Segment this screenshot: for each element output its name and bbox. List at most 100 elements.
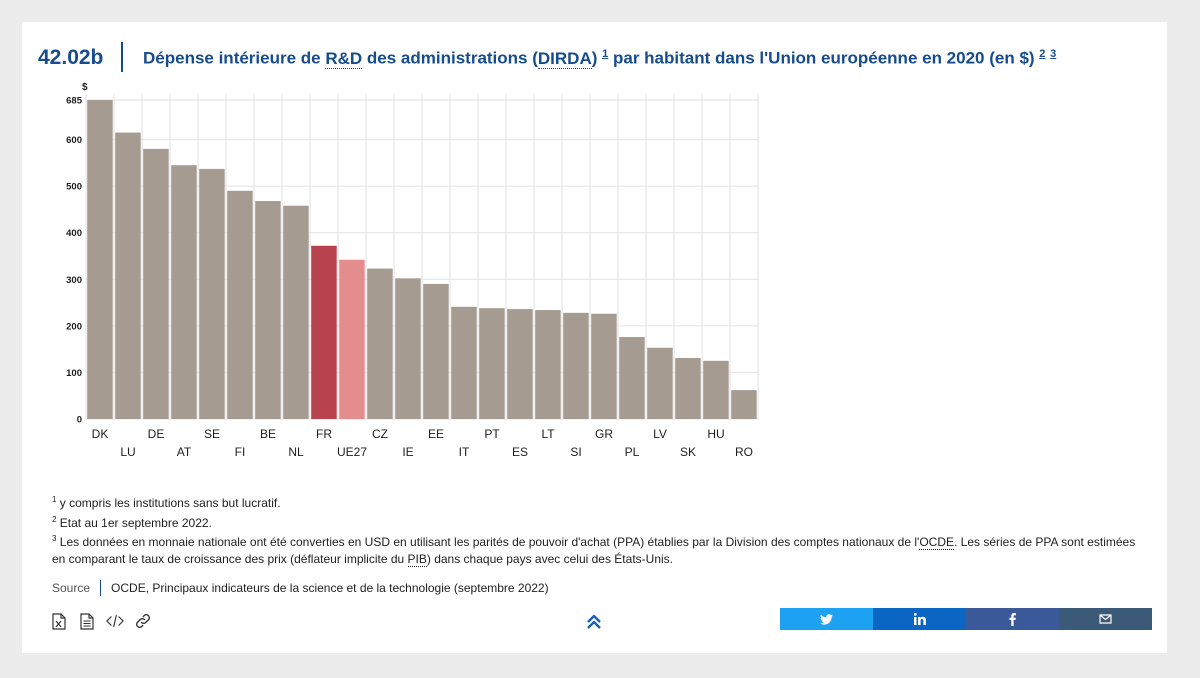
- x-axis-ticks: DK LU DE AT SE FI BE NL FR UE27 CZ IE EE IT PT ES LT SI GR…: [92, 427, 753, 459]
- x-tick-label: IE: [402, 445, 413, 459]
- title-footnote-link-3[interactable]: 3: [1050, 48, 1057, 60]
- x-tick-label: DE: [148, 427, 165, 441]
- embed-code-icon[interactable]: [106, 612, 124, 630]
- bar-fi[interactable]: [227, 190, 253, 419]
- bar-lv[interactable]: [647, 347, 673, 419]
- bar-lu[interactable]: [115, 132, 141, 419]
- footnote-3-marker: 3: [52, 534, 57, 543]
- y-tick-label: 300: [66, 275, 82, 286]
- footnote-3-text-c: ) dans chaque pays avec celui des États-…: [426, 551, 673, 566]
- excel-file-icon[interactable]: [50, 612, 68, 630]
- bar-hu[interactable]: [703, 360, 729, 419]
- title-text-2: des administrations (: [362, 48, 538, 68]
- share-twitter-button[interactable]: [780, 608, 873, 630]
- bar-se[interactable]: [199, 168, 225, 419]
- bar-de[interactable]: [143, 148, 169, 419]
- share-linkedin-button[interactable]: [873, 608, 966, 630]
- share-facebook-button[interactable]: [966, 608, 1059, 630]
- bar-cz[interactable]: [367, 268, 393, 419]
- bar-nl[interactable]: [283, 205, 309, 419]
- title-footnote-link-2[interactable]: 2: [1039, 48, 1046, 60]
- bar-at[interactable]: [171, 165, 197, 419]
- x-tick-label: PT: [484, 427, 500, 441]
- share-buttons: [780, 608, 1152, 630]
- x-tick-label: NL: [288, 445, 304, 459]
- chart-bars: [87, 100, 757, 419]
- x-tick-label: SE: [204, 427, 220, 441]
- bar-fr[interactable]: [311, 245, 337, 419]
- footnote-abbr-ocde[interactable]: OCDE: [919, 535, 954, 550]
- y-tick-label: 200: [66, 321, 82, 332]
- title-text-4: par habitant dans l'Union européenne en …: [608, 48, 1035, 68]
- title-text-3: ): [591, 48, 598, 68]
- y-tick-label: 685: [66, 96, 83, 107]
- footnote-2: 2 Etat au 1er septembre 2022.: [52, 512, 1142, 532]
- facebook-icon: [1009, 612, 1016, 626]
- y-axis-unit-label: $: [82, 82, 88, 93]
- x-tick-label: AT: [177, 445, 192, 459]
- source-text: OCDE, Principaux indicateurs de la scien…: [111, 581, 549, 595]
- figure-number: 42.02b: [38, 46, 104, 69]
- x-tick-label: DK: [92, 427, 109, 441]
- bar-lt[interactable]: [535, 310, 561, 419]
- y-axis-ticks: 0 100 200 300 400 500 600 685: [66, 96, 83, 426]
- footnote-3-text-a: Les données en monnaie nationale ont été…: [56, 535, 920, 549]
- chart-grid: [85, 94, 759, 420]
- email-icon: [1099, 614, 1112, 624]
- bar-es[interactable]: [507, 309, 533, 419]
- bar-gr[interactable]: [591, 313, 617, 419]
- y-tick-label: 400: [66, 228, 82, 239]
- bar-pl[interactable]: [619, 337, 645, 419]
- twitter-icon: [820, 613, 833, 625]
- share-email-button[interactable]: [1059, 608, 1152, 630]
- footnote-3-text-b: . Les séries de PPA sont estimées en com…: [52, 535, 1136, 566]
- bar-ue27[interactable]: [339, 259, 365, 419]
- x-tick-label: IT: [459, 445, 470, 459]
- x-tick-label: FI: [235, 445, 246, 459]
- footnote-1: 1 y compris les institutions sans but lu…: [52, 492, 1142, 512]
- bar-ee[interactable]: [423, 283, 449, 419]
- title-text-1: Dépense intérieure de: [143, 48, 326, 68]
- bar-it[interactable]: [451, 306, 477, 419]
- footnote-abbr-pib[interactable]: PIB: [407, 551, 427, 567]
- x-tick-label: LV: [653, 427, 667, 441]
- link-icon[interactable]: [134, 612, 152, 630]
- title-separator: [121, 42, 123, 72]
- x-tick-label: BE: [260, 427, 276, 441]
- bar-pt[interactable]: [479, 308, 505, 419]
- x-tick-label: SK: [680, 445, 696, 459]
- bar-ie[interactable]: [395, 278, 421, 419]
- bar-dk[interactable]: [87, 100, 113, 419]
- bar-si[interactable]: [563, 312, 589, 419]
- bar-sk[interactable]: [675, 357, 701, 419]
- x-tick-label: RO: [735, 445, 753, 459]
- x-tick-label: LU: [120, 445, 135, 459]
- x-tick-label: PL: [625, 445, 640, 459]
- x-tick-label: EE: [428, 427, 444, 441]
- footnote-2-text: Etat au 1er septembre 2022.: [56, 515, 212, 530]
- source-line: Source OCDE, Principaux indicateurs de l…: [52, 580, 549, 596]
- y-tick-label: 500: [66, 182, 82, 193]
- x-tick-label: GR: [595, 427, 613, 441]
- title-abbr-rd[interactable]: R&D: [325, 48, 363, 69]
- title-abbr-dirda[interactable]: DIRDA: [537, 48, 592, 69]
- x-tick-label: FR: [316, 427, 332, 441]
- x-tick-label: UE27: [337, 445, 367, 459]
- scroll-to-top-icon[interactable]: [584, 612, 604, 632]
- y-tick-label: 100: [66, 368, 82, 379]
- bar-ro[interactable]: [731, 390, 757, 419]
- x-tick-label: LT: [541, 427, 555, 441]
- x-tick-label: SI: [570, 445, 581, 459]
- x-tick-label: HU: [707, 427, 724, 441]
- linkedin-icon: [913, 613, 926, 625]
- bar-be[interactable]: [255, 201, 281, 419]
- footnote-2-marker: 2: [52, 514, 57, 524]
- title-footnote-link-1[interactable]: 1: [602, 48, 609, 60]
- footnote-1-marker: 1: [52, 495, 57, 504]
- footnote-3: 3 Les données en monnaie nationale ont é…: [52, 531, 1142, 567]
- figure-title: Dépense intérieure de R&D des administra…: [143, 48, 1056, 69]
- figure-card: 42.02b Dépense intérieure de R&D des adm…: [22, 22, 1167, 653]
- y-tick-label: 600: [66, 135, 82, 146]
- source-separator: [100, 580, 102, 596]
- document-icon[interactable]: [78, 612, 96, 630]
